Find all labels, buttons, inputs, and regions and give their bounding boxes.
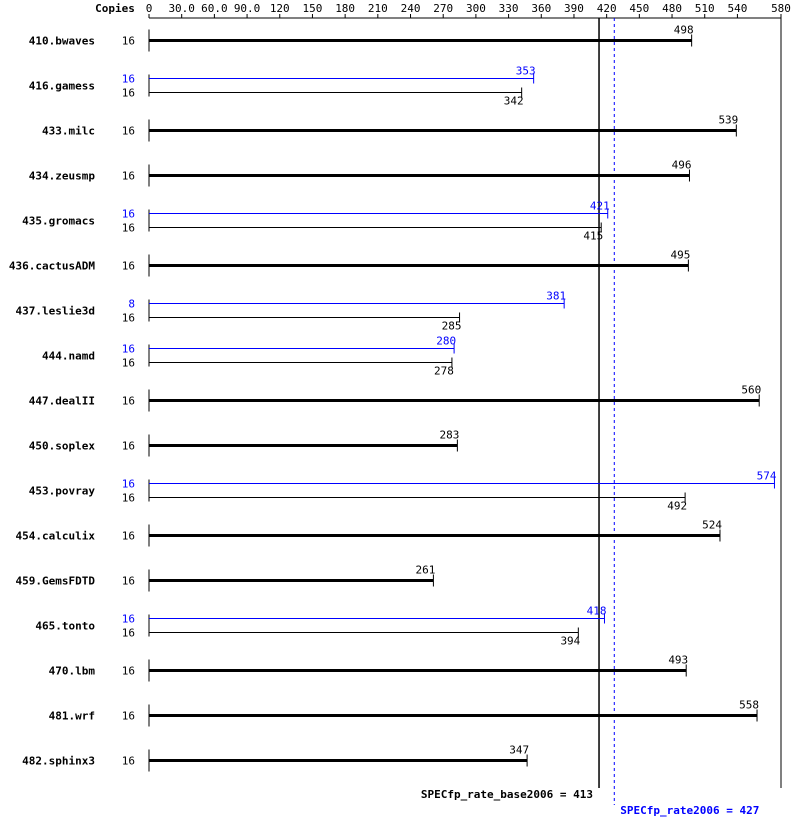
base-copies: 16 xyxy=(122,627,135,640)
base-copies: 16 xyxy=(122,530,135,543)
base-value: 558 xyxy=(739,699,759,712)
benchmark-name: 434.zeusmp xyxy=(29,170,96,183)
base-value: 560 xyxy=(741,384,761,397)
x-tick-label: 240 xyxy=(401,2,421,15)
x-tick-label: 480 xyxy=(662,2,682,15)
benchmark-name: 481.wrf xyxy=(49,710,95,723)
base-value: 283 xyxy=(439,429,459,442)
peak-value: 381 xyxy=(546,290,566,303)
base-copies: 16 xyxy=(122,755,135,768)
benchmark-name: 436.cactusADM xyxy=(9,260,95,273)
benchmark-name: 470.lbm xyxy=(49,665,96,678)
base-value: 495 xyxy=(671,249,691,262)
benchmark-name: 416.gamess xyxy=(29,80,95,93)
x-tick-label: 450 xyxy=(629,2,649,15)
benchmark-name: 465.tonto xyxy=(35,620,95,633)
peak-value: 280 xyxy=(436,335,456,348)
peak-value: 574 xyxy=(757,470,777,483)
x-tick-label: 390 xyxy=(564,2,584,15)
x-tick-label: 300 xyxy=(466,2,486,15)
base-value: 285 xyxy=(442,320,462,333)
x-tick-label: 360 xyxy=(531,2,551,15)
x-tick-label: 90.0 xyxy=(234,2,261,15)
x-tick-label: 120 xyxy=(270,2,290,15)
peak-value: 418 xyxy=(587,605,607,618)
base-value: 347 xyxy=(509,744,529,757)
benchmark-name: 435.gromacs xyxy=(22,215,95,228)
base-copies: 16 xyxy=(122,125,135,138)
benchmark-name: 437.leslie3d xyxy=(16,305,95,318)
base-value: 342 xyxy=(504,95,524,108)
base-copies: 16 xyxy=(122,170,135,183)
base-value: 524 xyxy=(702,519,722,532)
benchmark-name: 447.dealII xyxy=(29,395,95,408)
base-value: 493 xyxy=(668,654,688,667)
base-value: 539 xyxy=(718,114,738,127)
peak-value: 421 xyxy=(590,200,610,213)
peak-copies: 16 xyxy=(122,613,135,626)
x-tick-label: 580 xyxy=(771,2,791,15)
benchmark-name: 482.sphinx3 xyxy=(22,755,95,768)
x-tick-label: 210 xyxy=(368,2,388,15)
base-copies: 16 xyxy=(122,35,135,48)
copies-header: Copies xyxy=(95,2,135,15)
base-copies: 16 xyxy=(122,87,135,100)
base-copies: 16 xyxy=(122,395,135,408)
base-value: 278 xyxy=(434,365,454,378)
peak-copies: 16 xyxy=(122,208,135,221)
x-tick-label: 30.0 xyxy=(168,2,195,15)
x-tick-label: 510 xyxy=(695,2,715,15)
benchmark-name: 433.milc xyxy=(42,125,95,138)
x-tick-label: 330 xyxy=(499,2,519,15)
x-tick-label: 540 xyxy=(727,2,747,15)
benchmark-name: 410.bwaves xyxy=(29,35,95,48)
base-value: 498 xyxy=(674,24,694,37)
x-tick-label: 0 xyxy=(146,2,153,15)
base-copies: 16 xyxy=(122,357,135,370)
base-value: 261 xyxy=(416,564,436,577)
base-copies: 16 xyxy=(122,710,135,723)
base-value: 394 xyxy=(560,635,580,648)
peak-copies: 8 xyxy=(128,298,135,311)
x-tick-label: 150 xyxy=(303,2,323,15)
base-copies: 16 xyxy=(122,222,135,235)
benchmark-name: 454.calculix xyxy=(16,530,96,543)
base-copies: 16 xyxy=(122,575,135,588)
base-value: 496 xyxy=(672,159,692,172)
peak-copies: 16 xyxy=(122,343,135,356)
ref-peak-label: SPECfp_rate2006 = 427 xyxy=(620,804,759,817)
benchmark-name: 453.povray xyxy=(29,485,96,498)
base-copies: 16 xyxy=(122,492,135,505)
base-copies: 16 xyxy=(122,665,135,678)
x-tick-label: 180 xyxy=(335,2,355,15)
ref-base-label: SPECfp_rate_base2006 = 413 xyxy=(421,788,593,801)
chart-svg: 0 30.0 60.0 90.0 120 150 180 210 240 270 300 330 360… xyxy=(0,0,799,831)
peak-copies: 16 xyxy=(122,73,135,86)
base-copies: 16 xyxy=(122,440,135,453)
peak-value: 353 xyxy=(516,65,536,78)
spec-rate-chart: 0 30.0 60.0 90.0 120 150 180 210 240 270 300 330 360… xyxy=(0,0,799,831)
base-value: 492 xyxy=(667,500,687,513)
x-tick-label: 270 xyxy=(433,2,453,15)
x-tick-label: 420 xyxy=(597,2,617,15)
base-copies: 16 xyxy=(122,312,135,325)
base-value: 415 xyxy=(583,230,603,243)
peak-copies: 16 xyxy=(122,478,135,491)
x-tick-label: 60.0 xyxy=(201,2,228,15)
benchmark-name: 459.GemsFDTD xyxy=(16,575,96,588)
base-copies: 16 xyxy=(122,260,135,273)
benchmark-name: 444.namd xyxy=(42,350,95,363)
benchmark-name: 450.soplex xyxy=(29,440,96,453)
